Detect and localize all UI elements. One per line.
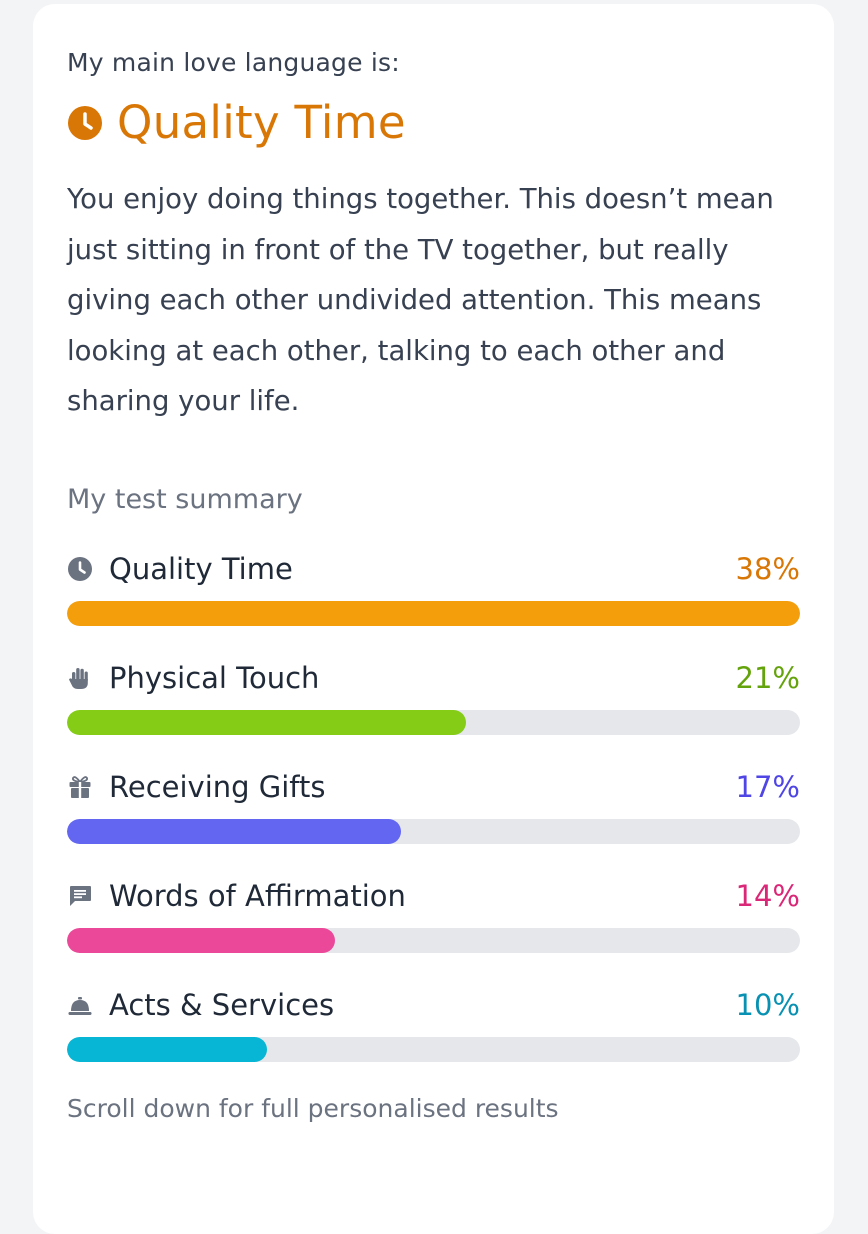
row-percent: 17%	[735, 770, 800, 804]
gift-icon	[67, 774, 93, 800]
row-label: Receiving Gifts	[109, 770, 326, 804]
headline: Quality Time	[67, 96, 406, 149]
description-text: You enjoy doing things together. This do…	[67, 183, 774, 417]
row-label: Words of Affirmation	[109, 879, 406, 913]
progress-track	[67, 710, 800, 735]
progress-track	[67, 601, 800, 626]
summary-row-receiving-gifts: Receiving Gifts 17%	[67, 767, 800, 844]
hand-icon	[67, 665, 93, 691]
scroll-hint: Scroll down for full personalised result…	[67, 1094, 559, 1123]
main-love-language: Quality Time	[117, 96, 406, 149]
progress-track	[67, 1037, 800, 1062]
progress-track	[67, 928, 800, 953]
progress-fill	[67, 601, 800, 626]
row-percent: 38%	[735, 552, 800, 586]
progress-fill	[67, 1037, 268, 1062]
progress-fill	[67, 710, 467, 735]
summary-row-words-of-affirmation: Words of Affirmation 14%	[67, 876, 800, 953]
summary-title: My test summary	[67, 484, 303, 515]
progress-fill	[67, 928, 335, 953]
summary-row-acts-services: Acts & Services 10%	[67, 985, 800, 1062]
service-bell-icon	[67, 992, 93, 1018]
row-label: Physical Touch	[109, 661, 320, 695]
clock-icon	[67, 556, 93, 582]
row-percent: 21%	[735, 661, 800, 695]
row-percent: 14%	[735, 879, 800, 913]
summary-row-physical-touch: Physical Touch 21%	[67, 658, 800, 735]
row-label: Acts & Services	[109, 988, 335, 1022]
row-percent: 10%	[735, 988, 800, 1022]
summary-row-quality-time: Quality Time 38%	[67, 549, 800, 626]
clock-icon	[67, 105, 103, 141]
intro-text: My main love language is:	[67, 48, 400, 77]
row-label: Quality Time	[109, 552, 293, 586]
result-card: My main love language is: Quality Time Y…	[33, 4, 834, 1234]
progress-fill	[67, 819, 401, 844]
progress-track	[67, 819, 800, 844]
speech-bubble-icon	[67, 883, 93, 909]
